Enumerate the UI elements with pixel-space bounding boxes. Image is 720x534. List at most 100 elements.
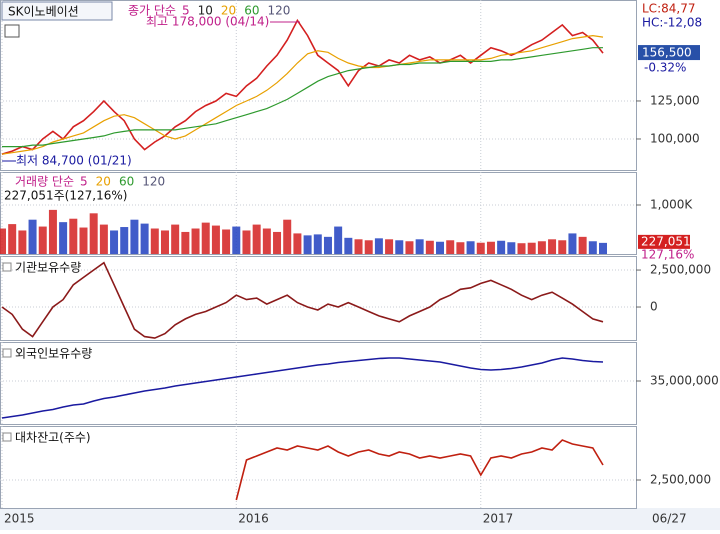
volume-bar: [425, 240, 434, 254]
volume-bar: [476, 242, 485, 254]
volume-bar: [48, 209, 57, 254]
legend-item: 20: [96, 175, 111, 189]
panel: [0, 172, 637, 255]
volume-ratio-label: 127,16%: [641, 247, 694, 261]
volume-bar: [191, 228, 200, 254]
last-price-label: 156,500: [642, 46, 692, 60]
legend-item: 60: [119, 175, 134, 189]
legend-item: 120: [267, 4, 290, 18]
volume-bar: [59, 222, 68, 254]
volume-bar: [344, 237, 353, 254]
x-tick-label: 2017: [483, 512, 514, 526]
volume-bar: [130, 219, 139, 254]
series-line: [1, 18, 604, 155]
volume-bar: [18, 230, 27, 254]
change-label: -0.32%: [644, 61, 686, 75]
y-tick-label: 2,500,000: [650, 473, 711, 487]
volume-bar: [0, 228, 6, 254]
volume-bar: [578, 236, 587, 254]
volume-bar: [28, 219, 37, 254]
volume-bar: [558, 240, 567, 254]
volume-bar: [446, 240, 455, 254]
volume-bar: [548, 239, 557, 254]
x-end-label: 06/27: [652, 512, 687, 526]
volume-bar: [374, 238, 383, 254]
volume-bar: [436, 241, 445, 254]
volume-bar: [283, 219, 292, 254]
y-tick-label: 1,000K: [650, 197, 693, 211]
series-line: [1, 357, 604, 419]
volume-bar: [8, 224, 17, 254]
volume-bar: [323, 236, 332, 254]
volume-bar: [415, 239, 424, 254]
legend-item: 120: [142, 175, 165, 189]
title-icon: [2, 432, 12, 442]
panel-title: 기관보유수량: [15, 261, 81, 275]
legend-item: 20: [221, 4, 236, 18]
legend-item: 10: [198, 4, 213, 18]
last-volume-label: 227,051: [641, 234, 691, 248]
title-icon: [2, 262, 12, 272]
volume-bar: [293, 233, 302, 254]
x-axis-band: [0, 508, 720, 530]
volume-bar: [79, 227, 88, 254]
lc-label: LC:84,77: [642, 2, 695, 16]
title-box: [1, 1, 113, 21]
volume-subtitle: 227,051주(127,16%): [4, 189, 127, 203]
y-tick-label: 2,500,000: [650, 263, 711, 277]
grid-icon: [4, 24, 20, 38]
volume-bar: [242, 230, 251, 254]
series-line: [1, 34, 604, 155]
volume-bar: [497, 240, 506, 254]
low-label: 최저 84,700 (01/21): [16, 154, 132, 168]
x-tick-label: 2015: [4, 512, 35, 526]
y-tick-label: 125,000: [650, 93, 700, 107]
volume-bar: [517, 243, 526, 254]
volume-bar: [354, 239, 363, 254]
last-price-box: [638, 45, 700, 61]
volume-bar: [232, 226, 241, 254]
y-tick-label: 35,000,000: [650, 374, 719, 388]
panel: [0, 0, 637, 171]
series-line: [2, 47, 603, 148]
x-tick-label: 2016: [238, 512, 269, 526]
high-label: 최고 178,000 (04/14): [146, 15, 269, 29]
volume-bar: [171, 224, 180, 254]
volume-bar: [313, 234, 322, 254]
volume-bar: [599, 242, 607, 254]
volume-bar: [140, 223, 149, 254]
panel-title: 외국인보유수량: [15, 347, 92, 361]
volume-bar: [222, 229, 231, 254]
chart-title: SK이노베이션: [8, 5, 79, 19]
legend-prefix: 종가 단순: [128, 4, 176, 18]
y-tick-label: 0: [650, 300, 658, 314]
legend-item: 5: [182, 4, 190, 18]
volume-bar: [507, 242, 516, 254]
volume-bar: [181, 231, 190, 254]
hc-label: HC:-12,08: [642, 16, 702, 30]
legend-item: 5: [80, 175, 88, 189]
volume-bar: [89, 213, 98, 254]
legend-prefix: 거래량 단순: [15, 175, 74, 189]
volume-bar: [120, 227, 129, 254]
volume-bar: [364, 240, 373, 254]
volume-bar: [466, 241, 475, 254]
title-icon: [2, 348, 12, 358]
volume-bar: [456, 242, 465, 254]
volume-bar: [273, 231, 282, 254]
volume-bar: [262, 228, 271, 254]
volume-bar: [568, 233, 577, 254]
volume-bar: [303, 235, 312, 254]
panel: [0, 256, 637, 341]
volume-bar: [211, 225, 220, 254]
volume-bar: [537, 241, 546, 254]
series-line: [1, 261, 604, 339]
volume-bar: [252, 224, 261, 254]
volume-bar: [201, 222, 210, 254]
volume-bar: [99, 224, 108, 254]
volume-bar: [334, 226, 343, 254]
volume-bar: [405, 241, 414, 254]
volume-bar: [385, 239, 394, 254]
